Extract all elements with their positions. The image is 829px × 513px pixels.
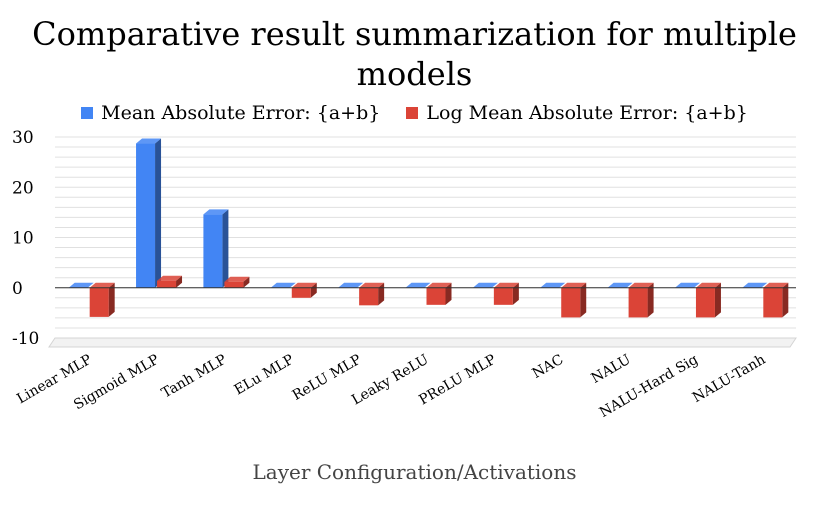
bar-log-mae: [157, 280, 177, 288]
bar-log-mae: [359, 287, 379, 306]
bar-mae-top: [540, 282, 566, 288]
y-tick-label: 20: [12, 178, 34, 198]
bar-log-mae: [695, 287, 715, 318]
bar-mae-top: [742, 282, 768, 288]
x-tick-label: ELu MLP: [232, 352, 297, 399]
bar-mae-top: [607, 282, 633, 288]
bar-log-mae-side: [782, 282, 789, 318]
x-tick-label: NALU: [589, 352, 634, 387]
bar-mae-top: [338, 282, 364, 288]
bar-log-mae-top: [628, 282, 654, 288]
legend-item-mae[interactable]: Mean Absolute Error: {a+b}: [81, 102, 380, 124]
bar-log-mae-side: [378, 282, 385, 306]
y-tick-label: 10: [12, 229, 34, 249]
legend-swatch-mae: [81, 107, 94, 119]
bar-log-mae: [426, 287, 446, 305]
bar-log-mae-top: [763, 282, 789, 288]
bar-log-mae-side: [445, 282, 452, 305]
y-tick-label: 30: [12, 128, 34, 148]
bar-log-mae-side: [647, 282, 654, 318]
legend-swatch-log-mae: [406, 107, 419, 119]
x-tick-label: NAC: [530, 352, 567, 382]
legend-label-log-mae: Log Mean Absolute Error: {a+b}: [426, 102, 748, 124]
bar-mae: [203, 214, 223, 288]
x-axis-title: Layer Configuration/Activations: [252, 460, 577, 484]
bar-log-mae: [291, 287, 311, 298]
bar-log-mae-top: [157, 275, 183, 281]
bar-mae-side: [155, 138, 162, 288]
x-tick-label: NALU-Tanh: [690, 352, 768, 407]
y-tick-label: -10: [12, 329, 39, 349]
legend: Mean Absolute Error: {a+b} Log Mean Abso…: [0, 102, 829, 124]
bar-log-mae-top: [493, 282, 519, 288]
plot-floor: [48, 337, 797, 348]
bar-log-mae-top: [89, 282, 115, 288]
bar-mae-top: [405, 282, 431, 288]
bar-log-mae-side: [714, 282, 721, 318]
chart-title: Comparative result summarization for mul…: [32, 15, 797, 93]
bar-log-mae-side: [243, 276, 250, 288]
bar-log-mae-side: [512, 282, 519, 305]
bar-log-mae-top: [695, 282, 721, 288]
bar-log-mae: [763, 287, 783, 318]
bar-log-mae-side: [580, 282, 587, 318]
legend-item-log-mae[interactable]: Log Mean Absolute Error: {a+b}: [406, 102, 748, 124]
bar-mae-top: [136, 138, 162, 144]
y-tick-label: 0: [12, 279, 23, 299]
bar-log-mae: [561, 287, 581, 318]
bar-log-mae-top: [359, 282, 385, 288]
bar-log-mae: [628, 287, 648, 318]
bar-log-mae: [224, 281, 244, 288]
bar-log-mae: [493, 287, 513, 305]
bar-log-mae-top: [426, 282, 452, 288]
bar-log-mae-side: [108, 282, 115, 317]
bar-log-mae: [89, 287, 109, 317]
bar-log-mae-side: [310, 282, 317, 298]
x-tick-label: Tanh MLP: [159, 352, 229, 402]
bar-log-mae-side: [176, 275, 183, 288]
bar-mae-top: [203, 209, 229, 215]
bar-mae-top: [68, 282, 94, 288]
bar-mae-top: [674, 282, 700, 288]
legend-label-mae: Mean Absolute Error: {a+b}: [101, 102, 381, 124]
x-tick-label: PReLU MLP: [416, 352, 499, 409]
bar-mae-top: [472, 282, 498, 288]
bar-log-mae-top: [291, 282, 317, 288]
bar-mae-side: [222, 209, 229, 288]
bar-mae: [136, 143, 156, 288]
bar-log-mae-top: [224, 276, 250, 282]
bar-mae-top: [270, 282, 296, 288]
bar-log-mae-top: [561, 282, 587, 288]
